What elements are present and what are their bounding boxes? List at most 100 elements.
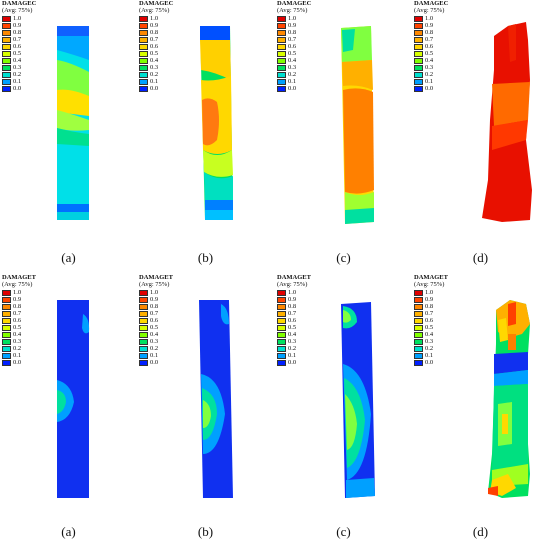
legend-swatch bbox=[414, 289, 423, 296]
legend-row: 0.2 bbox=[2, 71, 36, 78]
legend-swatch bbox=[414, 64, 423, 71]
damagec-legend: DAMAGEC (Avg: 75%) 1.0 0.9 0.8 0.7 0.6 0.5 0.4… bbox=[414, 0, 448, 92]
damaget-contour-b bbox=[199, 300, 233, 498]
legend-swatch bbox=[139, 359, 148, 366]
legend-row: 1.0 bbox=[2, 15, 36, 22]
legend-swatch bbox=[139, 303, 148, 310]
damagec-contour-b bbox=[200, 26, 233, 220]
legend-swatch bbox=[414, 22, 423, 29]
legend-row: 1.0 bbox=[414, 289, 448, 296]
legend-row: 0.7 bbox=[139, 310, 173, 317]
legend-row: 1.0 bbox=[414, 15, 448, 22]
legend-swatch bbox=[2, 324, 11, 331]
legend-swatch bbox=[414, 78, 423, 85]
legend-subtitle: (Avg: 75%) bbox=[277, 7, 308, 14]
legend-swatch bbox=[277, 50, 286, 57]
legend-value: 1.0 bbox=[13, 289, 22, 296]
legend-swatch bbox=[139, 317, 148, 324]
legend-swatch bbox=[277, 289, 286, 296]
legend-swatch bbox=[277, 71, 286, 78]
legend-row: 0.9 bbox=[277, 296, 311, 303]
legend-row: 0.3 bbox=[414, 64, 448, 71]
legend-title: DAMAGET bbox=[414, 274, 448, 281]
damagec-panel-a: DAMAGEC (Avg: 75%) 1.0 0.9 0.8 0.7 0.6 0.5 0.4… bbox=[0, 0, 137, 274]
damaget-contour-a bbox=[57, 300, 90, 498]
legend-value: 0.2 bbox=[425, 345, 434, 352]
legend-value: 0.3 bbox=[13, 338, 22, 345]
legend-swatch bbox=[414, 352, 423, 359]
legend-value: 0.6 bbox=[150, 317, 159, 324]
legend-value: 1.0 bbox=[425, 289, 434, 296]
legend-value: 0.0 bbox=[150, 359, 159, 366]
legend-value: 0.6 bbox=[13, 317, 22, 324]
legend-swatch bbox=[2, 43, 11, 50]
legend-row: 1.0 bbox=[277, 15, 311, 22]
legend-row: 0.0 bbox=[139, 359, 173, 366]
legend-row: 0.0 bbox=[277, 85, 311, 92]
legend-swatch bbox=[2, 71, 11, 78]
legend-row: 0.6 bbox=[277, 43, 311, 50]
legend-value: 0.1 bbox=[425, 352, 434, 359]
legend-swatch bbox=[139, 289, 148, 296]
legend-row: 0.8 bbox=[2, 303, 36, 310]
legend-swatch bbox=[277, 36, 286, 43]
legend-swatch bbox=[139, 85, 148, 92]
legend-value: 0.0 bbox=[288, 359, 297, 366]
legend-row: 0.4 bbox=[414, 57, 448, 64]
legend-swatch bbox=[139, 324, 148, 331]
legend-swatch bbox=[2, 36, 11, 43]
legend-value: 0.1 bbox=[288, 352, 297, 359]
legend-row: 0.4 bbox=[139, 57, 173, 64]
damaget-legend: DAMAGET (Avg: 75%) 1.0 0.9 0.8 0.7 0.6 0.5 0.4… bbox=[139, 274, 173, 366]
legend-row: 0.7 bbox=[277, 310, 311, 317]
legend-value: 0.9 bbox=[150, 296, 159, 303]
legend-row: 0.5 bbox=[2, 50, 36, 57]
damaget-contour-d bbox=[488, 300, 530, 498]
legend-swatch bbox=[139, 43, 148, 50]
legend-value: 0.3 bbox=[150, 64, 159, 71]
legend-swatch bbox=[139, 310, 148, 317]
legend-row: 0.0 bbox=[414, 359, 448, 366]
caption-bottom-c: (c) bbox=[336, 524, 351, 539]
legend-row: 0.6 bbox=[277, 317, 311, 324]
legend-row: 0.1 bbox=[139, 352, 173, 359]
legend-value: 0.6 bbox=[13, 43, 22, 50]
legend-value: 0.8 bbox=[150, 29, 159, 36]
legend-swatch bbox=[2, 338, 11, 345]
legend-row: 0.4 bbox=[414, 331, 448, 338]
legend-row: 0.1 bbox=[2, 78, 36, 85]
legend-row: 0.1 bbox=[277, 352, 311, 359]
legend-swatch bbox=[277, 352, 286, 359]
legend-row: 0.8 bbox=[414, 29, 448, 36]
legend-swatch bbox=[139, 331, 148, 338]
legend-swatch bbox=[139, 71, 148, 78]
legend-value: 0.0 bbox=[288, 85, 297, 92]
legend-row: 0.6 bbox=[414, 317, 448, 324]
legend-swatch bbox=[139, 296, 148, 303]
legend-swatch bbox=[139, 64, 148, 71]
legend-swatch bbox=[139, 36, 148, 43]
legend-value: 0.7 bbox=[288, 36, 297, 43]
legend-row: 0.3 bbox=[277, 338, 311, 345]
damagec-legend: DAMAGEC (Avg: 75%) 1.0 0.9 0.8 0.7 0.6 0.5 0.4… bbox=[277, 0, 311, 92]
legend-swatch bbox=[2, 359, 11, 366]
legend-row: 0.6 bbox=[139, 43, 173, 50]
legend-row: 0.0 bbox=[2, 359, 36, 366]
legend-value: 0.1 bbox=[150, 352, 159, 359]
legend-title: DAMAGET bbox=[277, 274, 311, 281]
caption-bottom-a: (a) bbox=[61, 524, 76, 539]
legend-value: 0.6 bbox=[425, 43, 434, 50]
legend-value: 0.2 bbox=[13, 71, 22, 78]
legend-row: 0.3 bbox=[2, 338, 36, 345]
legend-value: 0.0 bbox=[150, 85, 159, 92]
damaget-contour-c bbox=[341, 302, 375, 498]
legend-value: 0.5 bbox=[425, 50, 434, 57]
damaget-legend: DAMAGET (Avg: 75%) 1.0 0.9 0.8 0.7 0.6 0.5 0.4… bbox=[414, 274, 448, 366]
legend-value: 1.0 bbox=[13, 15, 22, 22]
legend-row: 0.1 bbox=[414, 352, 448, 359]
damagec-panel-b: DAMAGEC (Avg: 75%) 1.0 0.9 0.8 0.7 0.6 0.5 0.4… bbox=[137, 0, 274, 274]
legend-swatch bbox=[414, 57, 423, 64]
legend-swatch bbox=[2, 310, 11, 317]
damaget-panel-a: DAMAGET (Avg: 75%) 1.0 0.9 0.8 0.7 0.6 0.5 0.4… bbox=[0, 274, 137, 548]
legend-value: 1.0 bbox=[425, 15, 434, 22]
